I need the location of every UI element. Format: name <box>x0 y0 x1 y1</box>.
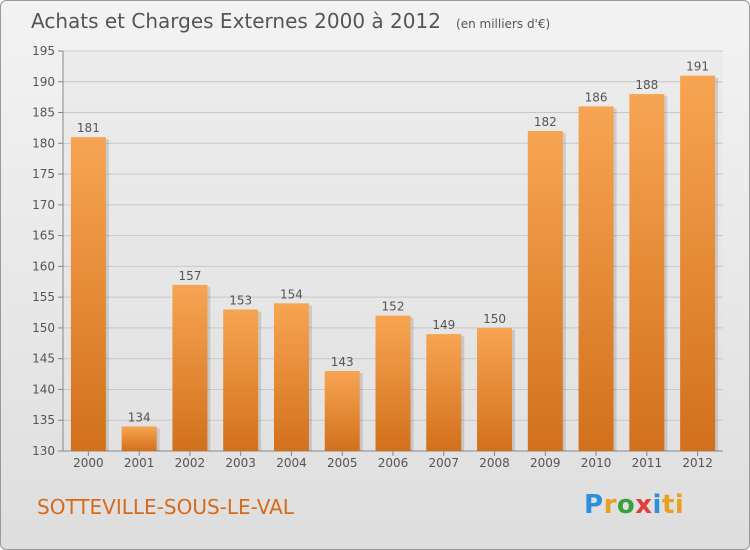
x-tick-label: 2007 <box>428 456 459 470</box>
y-tick-label: 190 <box>32 75 55 89</box>
bar <box>223 309 259 451</box>
brand-letter: P <box>584 490 604 520</box>
bar <box>426 334 462 451</box>
y-tick-label: 165 <box>32 229 55 243</box>
bar <box>375 315 411 451</box>
x-tick-label: 2005 <box>327 456 358 470</box>
data-label: 181 <box>77 121 100 135</box>
x-tick-label: 2010 <box>581 456 612 470</box>
city-name: SOTTEVILLE-SOUS-LE-VAL <box>37 495 294 519</box>
y-tick-label: 160 <box>32 259 55 273</box>
bars <box>70 75 719 452</box>
y-tick-label: 140 <box>32 382 55 396</box>
bar <box>527 131 563 451</box>
bar <box>578 106 614 451</box>
brand-letter: x <box>635 490 653 520</box>
x-tick-label: 2000 <box>73 456 104 470</box>
data-labels: 181 134 157 153 154 143 152 149 150 182 186 188 191 <box>77 60 709 425</box>
y-tick-label: 155 <box>32 290 55 304</box>
data-label: 152 <box>382 300 405 314</box>
data-label: 188 <box>635 78 658 92</box>
bar <box>324 371 360 451</box>
bar <box>172 284 208 451</box>
bar <box>273 303 309 451</box>
data-label: 157 <box>178 269 201 283</box>
chart-unit: (en milliers d'€) <box>456 17 551 31</box>
x-tick-label: 2008 <box>479 456 510 470</box>
data-label: 154 <box>280 287 303 301</box>
x-tick-label: 2012 <box>682 456 713 470</box>
data-label: 186 <box>585 90 608 104</box>
x-tick-label: 2006 <box>378 456 409 470</box>
y-tick-label: 170 <box>32 198 55 212</box>
data-label: 134 <box>128 410 151 424</box>
data-label: 149 <box>432 318 455 332</box>
chart-title: Achats et Charges Externes 2000 à 2012 <box>31 9 441 33</box>
title-row: Achats et Charges Externes 2000 à 2012 (… <box>31 9 550 33</box>
brand-letter: o <box>616 490 636 520</box>
brand-logo: Proxiti <box>584 490 684 520</box>
data-label: 153 <box>229 293 252 307</box>
y-tick-label: 150 <box>32 321 55 335</box>
brand-letter: r <box>603 490 617 520</box>
bar <box>70 137 106 451</box>
y-tick-label: 135 <box>32 413 55 427</box>
data-label: 150 <box>483 312 506 326</box>
bar <box>477 327 513 451</box>
x-tick-label: 2001 <box>124 456 155 470</box>
x-axis-ticks: 2000 2001 2002 2003 2004 2005 2006 2007 2008 2009… <box>73 451 713 470</box>
data-label: 191 <box>686 60 709 74</box>
x-tick-label: 2004 <box>276 456 307 470</box>
data-label: 143 <box>331 355 354 369</box>
y-tick-label: 185 <box>32 106 55 120</box>
x-tick-label: 2003 <box>225 456 256 470</box>
bar <box>629 94 665 452</box>
x-tick-label: 2002 <box>175 456 206 470</box>
x-tick-label: 2009 <box>530 456 561 470</box>
bar <box>680 75 716 451</box>
bar <box>121 426 157 451</box>
y-tick-label: 175 <box>32 167 55 181</box>
x-tick-label: 2011 <box>632 456 663 470</box>
brand-letter: ti <box>661 490 685 520</box>
y-tick-label: 145 <box>32 352 55 366</box>
brand-letter: i <box>652 490 662 520</box>
y-tick-label: 180 <box>32 136 55 150</box>
y-tick-label: 195 <box>32 44 55 58</box>
y-tick-label: 130 <box>32 444 55 458</box>
data-label: 182 <box>534 115 557 129</box>
